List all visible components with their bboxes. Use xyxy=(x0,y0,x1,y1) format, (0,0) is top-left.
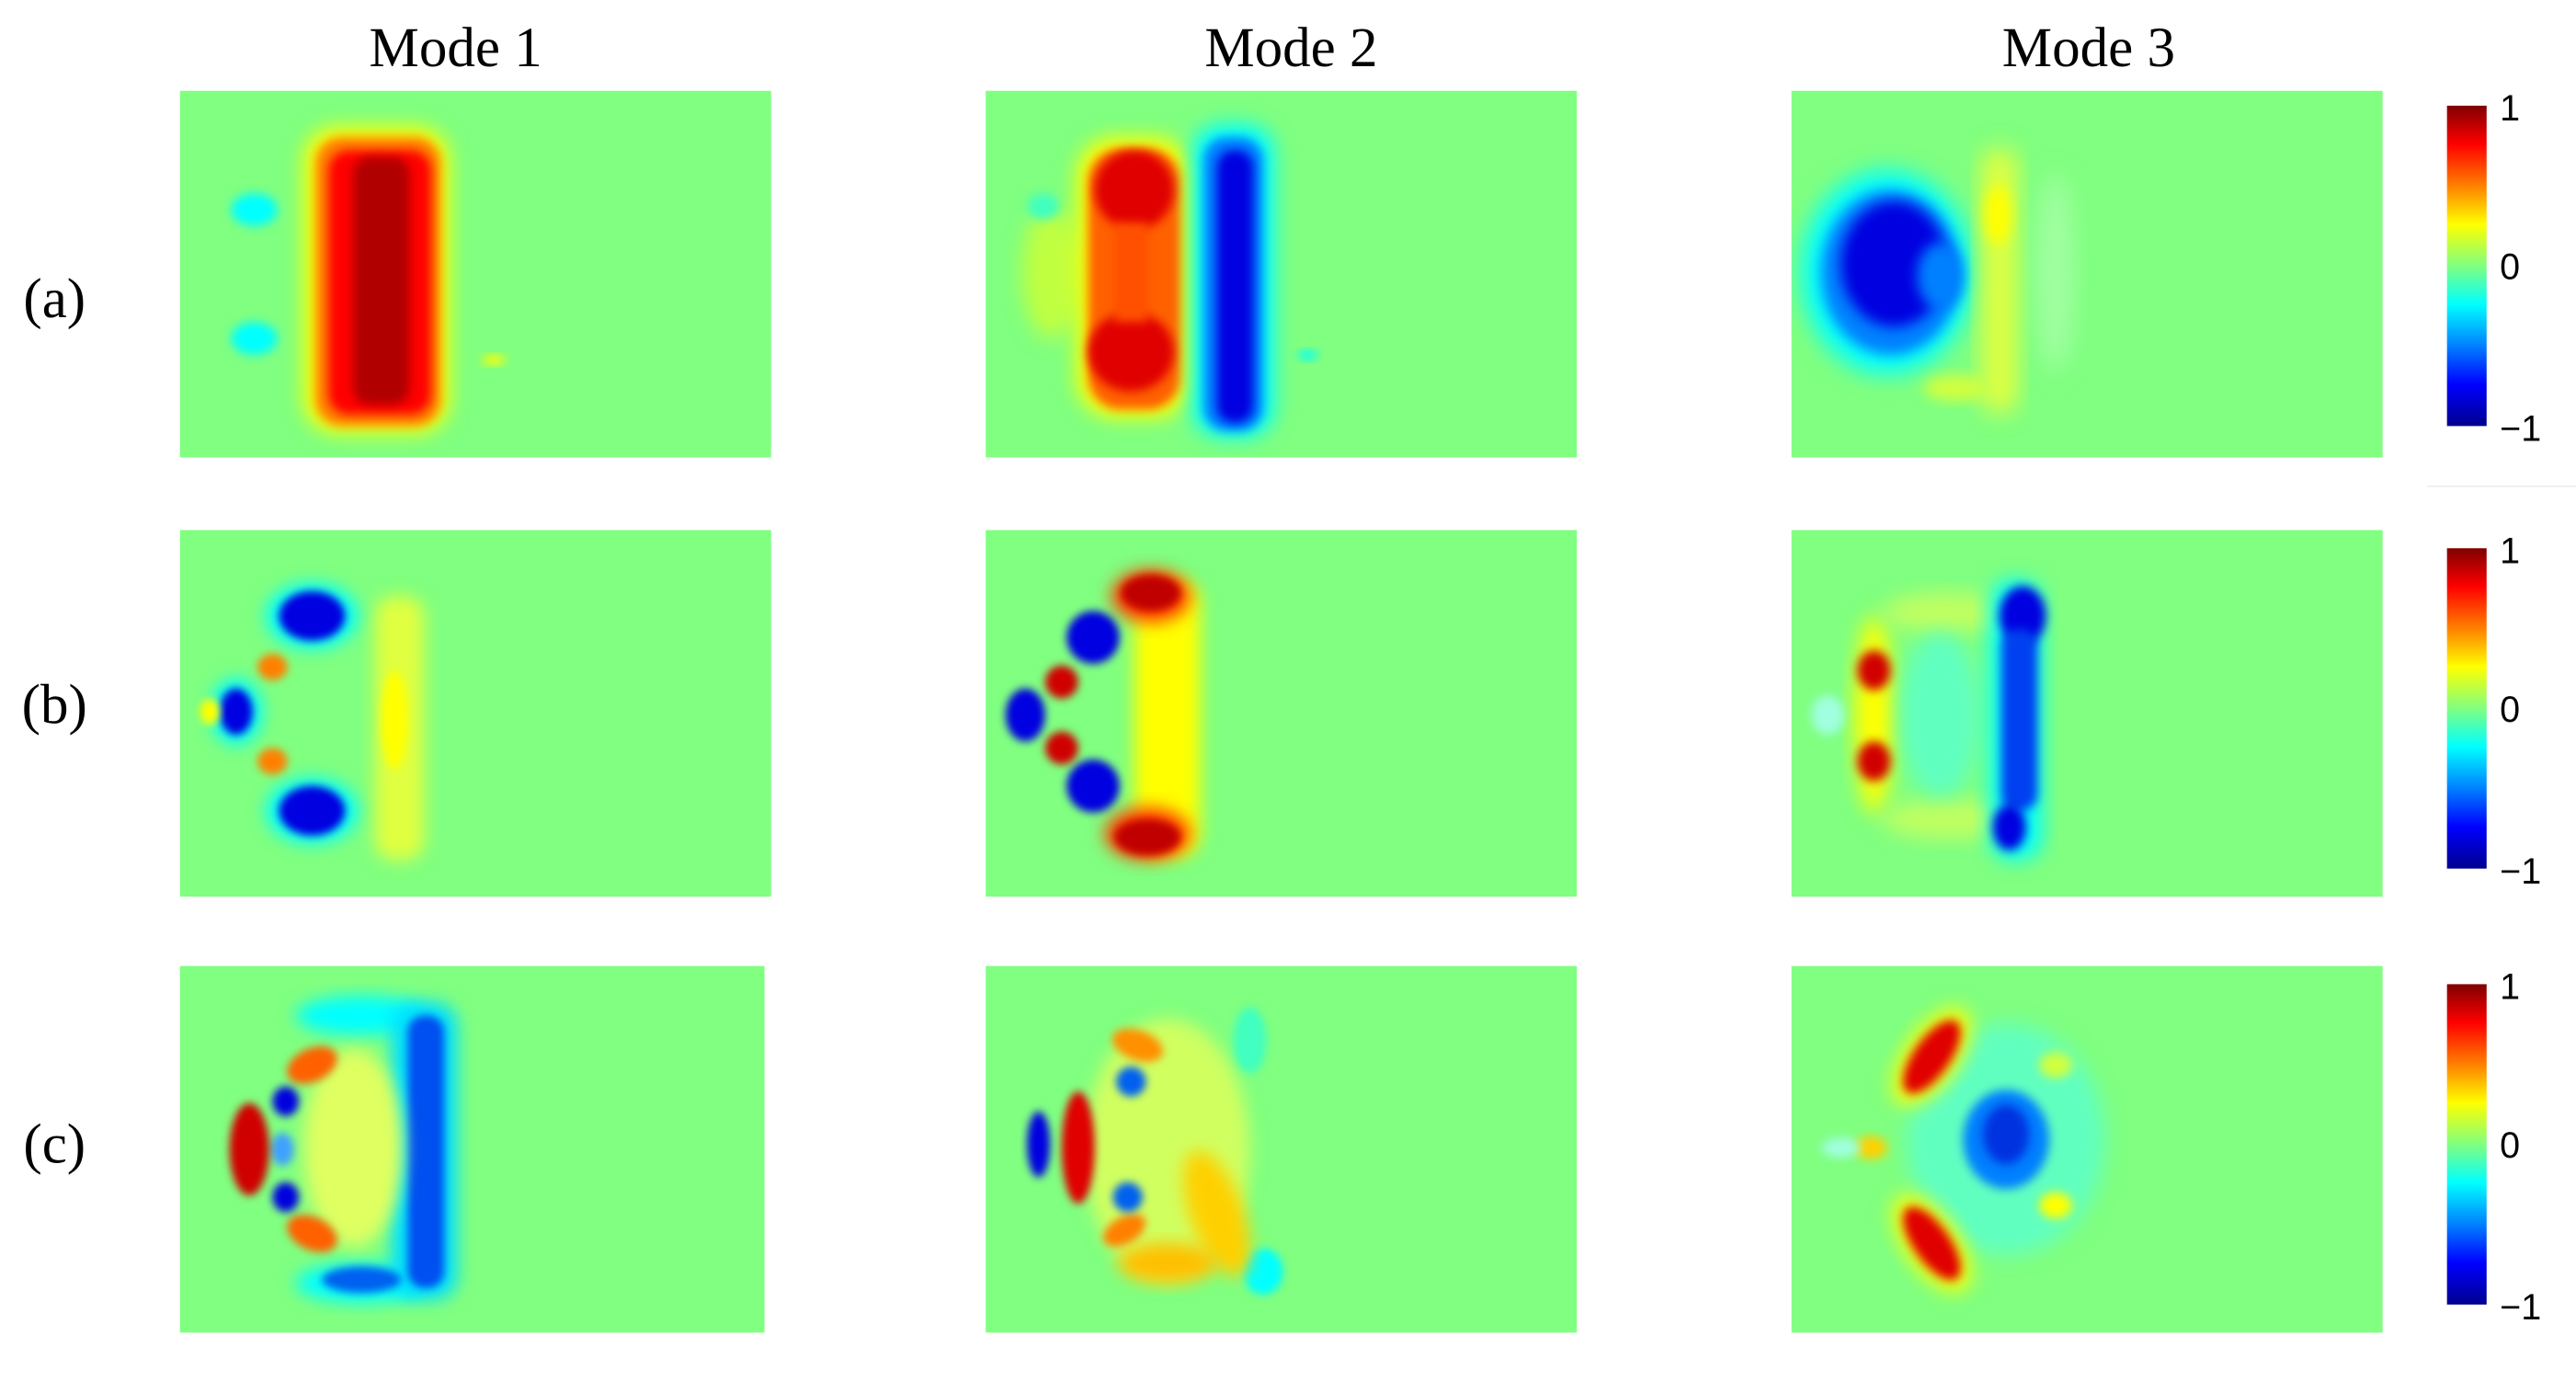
panel-a-mode-3 xyxy=(1791,90,2383,458)
row-label-c: (c) xyxy=(23,1114,86,1176)
panel-b-mode-2 xyxy=(986,530,1578,897)
row-label-a: (a) xyxy=(23,268,86,331)
panel-a-mode-1 xyxy=(179,90,771,458)
colorbar-c-max-label: 1 xyxy=(2500,965,2521,1008)
colorbar-a-mid-label: 0 xyxy=(2500,245,2521,288)
row-label-b: (b) xyxy=(21,675,87,737)
colorbar-a xyxy=(2446,105,2487,427)
colorbar-b-min-label: −1 xyxy=(2500,850,2542,892)
panel-c-mode-1 xyxy=(179,965,765,1333)
colorbar-c-mid-label: 0 xyxy=(2500,1124,2521,1166)
panel-c-mode-2 xyxy=(986,965,1578,1333)
panel-b-mode-3 xyxy=(1791,530,2383,897)
column-title-mode-1: Mode 1 xyxy=(369,17,542,80)
colorbar-separator xyxy=(2427,485,2576,487)
colorbar-b xyxy=(2446,548,2487,869)
panel-a-mode-2 xyxy=(986,90,1578,458)
colorbar-b-mid-label: 0 xyxy=(2500,688,2521,730)
colorbar-a-max-label: 1 xyxy=(2500,87,2521,130)
column-title-mode-3: Mode 3 xyxy=(2001,17,2176,80)
panel-b-mode-1 xyxy=(179,530,771,897)
colorbar-c-min-label: −1 xyxy=(2500,1286,2542,1328)
colorbar-a-min-label: −1 xyxy=(2500,407,2542,450)
colorbar-c xyxy=(2446,984,2487,1305)
column-title-mode-2: Mode 2 xyxy=(1204,17,1378,80)
panel-c-mode-3 xyxy=(1791,965,2383,1333)
colorbar-b-max-label: 1 xyxy=(2500,530,2521,572)
